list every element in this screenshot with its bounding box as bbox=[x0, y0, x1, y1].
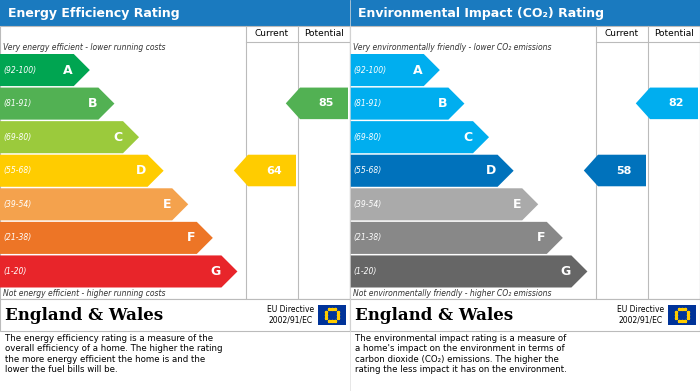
Bar bbox=[668, 305, 696, 325]
Text: F: F bbox=[538, 231, 546, 244]
Bar bbox=[350, 26, 700, 299]
Text: (39-54): (39-54) bbox=[3, 200, 31, 209]
Text: England & Wales: England & Wales bbox=[355, 307, 513, 323]
Text: D: D bbox=[486, 164, 496, 177]
Text: Not environmentally friendly - higher CO₂ emissions: Not environmentally friendly - higher CO… bbox=[353, 289, 552, 298]
Text: (1-20): (1-20) bbox=[3, 267, 27, 276]
Text: Potential: Potential bbox=[304, 29, 344, 38]
Text: (55-68): (55-68) bbox=[3, 166, 31, 175]
Text: D: D bbox=[136, 164, 146, 177]
Text: Potential: Potential bbox=[654, 29, 694, 38]
Text: EU Directive
2002/91/EC: EU Directive 2002/91/EC bbox=[617, 305, 664, 325]
Text: (69-80): (69-80) bbox=[3, 133, 31, 142]
Polygon shape bbox=[350, 222, 563, 254]
Text: Not energy efficient - higher running costs: Not energy efficient - higher running co… bbox=[3, 289, 165, 298]
Text: (39-54): (39-54) bbox=[353, 200, 382, 209]
Text: G: G bbox=[210, 265, 220, 278]
Polygon shape bbox=[0, 155, 164, 187]
Polygon shape bbox=[0, 121, 139, 153]
Polygon shape bbox=[350, 121, 489, 153]
Polygon shape bbox=[0, 88, 114, 120]
Text: (55-68): (55-68) bbox=[353, 166, 382, 175]
Text: B: B bbox=[438, 97, 447, 110]
Text: (81-91): (81-91) bbox=[3, 99, 31, 108]
Text: Very environmentally friendly - lower CO₂ emissions: Very environmentally friendly - lower CO… bbox=[353, 43, 552, 52]
Text: 58: 58 bbox=[616, 165, 631, 176]
Text: (21-38): (21-38) bbox=[353, 233, 382, 242]
Text: C: C bbox=[113, 131, 122, 143]
Text: (1-20): (1-20) bbox=[353, 267, 377, 276]
Text: 85: 85 bbox=[318, 99, 334, 108]
Text: E: E bbox=[162, 198, 172, 211]
Bar bbox=[318, 305, 346, 325]
Bar bbox=[0, 26, 350, 299]
Text: Energy Efficiency Rating: Energy Efficiency Rating bbox=[8, 7, 180, 20]
Polygon shape bbox=[234, 155, 296, 186]
Text: (92-100): (92-100) bbox=[3, 66, 36, 75]
Text: G: G bbox=[560, 265, 570, 278]
Polygon shape bbox=[350, 88, 464, 120]
Polygon shape bbox=[350, 54, 440, 86]
Polygon shape bbox=[350, 155, 514, 187]
Polygon shape bbox=[0, 54, 90, 86]
Text: Very energy efficient - lower running costs: Very energy efficient - lower running co… bbox=[3, 43, 165, 52]
Text: The environmental impact rating is a measure of
a home's impact on the environme: The environmental impact rating is a mea… bbox=[355, 334, 567, 374]
Text: A: A bbox=[413, 63, 423, 77]
Text: (69-80): (69-80) bbox=[353, 133, 382, 142]
Text: E: E bbox=[512, 198, 522, 211]
Text: Current: Current bbox=[255, 29, 289, 38]
Bar bbox=[0, 0, 350, 26]
Bar bbox=[0, 299, 350, 331]
Polygon shape bbox=[0, 255, 237, 287]
Polygon shape bbox=[286, 88, 348, 119]
Text: EU Directive
2002/91/EC: EU Directive 2002/91/EC bbox=[267, 305, 314, 325]
Bar bbox=[350, 299, 700, 331]
Text: 64: 64 bbox=[266, 165, 282, 176]
Polygon shape bbox=[350, 255, 587, 287]
Text: (92-100): (92-100) bbox=[353, 66, 386, 75]
Bar bbox=[350, 0, 700, 26]
Text: Environmental Impact (CO₂) Rating: Environmental Impact (CO₂) Rating bbox=[358, 7, 604, 20]
Text: 82: 82 bbox=[668, 99, 684, 108]
Polygon shape bbox=[0, 188, 188, 221]
Text: (21-38): (21-38) bbox=[3, 233, 31, 242]
Polygon shape bbox=[584, 155, 646, 186]
Text: (81-91): (81-91) bbox=[353, 99, 382, 108]
Text: F: F bbox=[188, 231, 196, 244]
Text: Current: Current bbox=[605, 29, 639, 38]
Text: England & Wales: England & Wales bbox=[5, 307, 163, 323]
Polygon shape bbox=[0, 222, 213, 254]
Text: A: A bbox=[63, 63, 73, 77]
Text: C: C bbox=[463, 131, 472, 143]
Polygon shape bbox=[636, 88, 698, 119]
Text: The energy efficiency rating is a measure of the
overall efficiency of a home. T: The energy efficiency rating is a measur… bbox=[5, 334, 223, 374]
Text: B: B bbox=[88, 97, 97, 110]
Polygon shape bbox=[350, 188, 538, 221]
